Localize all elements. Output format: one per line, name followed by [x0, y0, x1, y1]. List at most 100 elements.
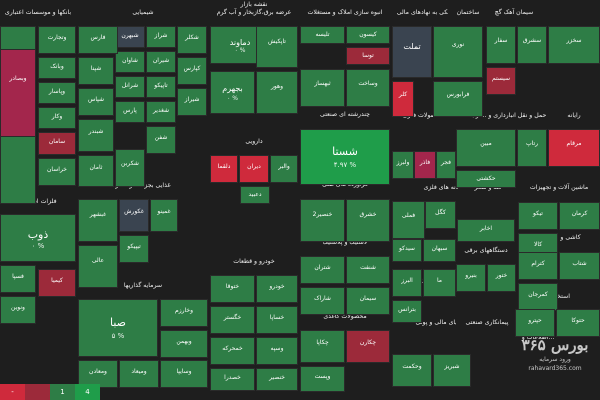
stock-tile[interactable]: کیمیا — [38, 269, 76, 297]
stock-tile[interactable]: خصدرا — [210, 368, 255, 391]
stock-tile[interactable]: ونوین — [0, 296, 36, 324]
stock-tile[interactable]: خنصیر2 — [300, 199, 345, 242]
stock-tile[interactable]: وخارزم — [160, 299, 208, 327]
stock-tile[interactable]: سیمان — [346, 287, 390, 315]
stock-tile[interactable]: سیستم — [486, 67, 516, 95]
stock-tile[interactable]: شنفت — [346, 256, 390, 284]
stock-tile[interactable]: شستا ۴.۹۷ % — [300, 129, 390, 185]
stock-tile[interactable]: فملی — [392, 201, 425, 239]
stock-tile[interactable]: کمرجان — [518, 283, 558, 311]
stock-tile[interactable]: وبانک — [38, 57, 76, 79]
stock-tile[interactable]: خودرو — [256, 275, 298, 303]
stock-tile[interactable]: کپارس — [177, 57, 207, 85]
stock-tile[interactable]: مرقام — [548, 129, 600, 167]
stock-tile[interactable]: تاپیکو — [146, 76, 176, 98]
stock-tile[interactable]: ما — [423, 269, 456, 297]
stock-tile[interactable]: سشرق — [517, 26, 547, 64]
stock-tile[interactable]: خساپا — [256, 306, 298, 334]
stock-tile[interactable]: دلقما — [210, 155, 238, 183]
stock-tile[interactable]: ولبرز — [392, 151, 414, 179]
stock-tile[interactable]: غمینو — [150, 199, 178, 232]
stock-tile[interactable]: شفن — [146, 126, 176, 154]
stock-tile[interactable]: پارس — [115, 101, 145, 123]
stock-tile[interactable]: حکشتی — [456, 170, 516, 188]
stock-tile[interactable]: البرز — [392, 269, 422, 297]
stock-tile[interactable]: شیراز — [177, 88, 207, 116]
stock-tile[interactable]: ومعادن — [78, 360, 118, 388]
stock-tile[interactable]: کترام — [518, 252, 558, 280]
stock-tile[interactable]: فجر — [436, 151, 456, 179]
stock-tile[interactable]: وحکمت — [392, 354, 432, 387]
stock-tile[interactable]: وسپه — [256, 337, 298, 365]
stock-tile[interactable]: ذوب ۰ % — [0, 214, 76, 262]
stock-tile[interactable]: فاذر — [414, 151, 436, 179]
stock-tile[interactable]: شپاس — [78, 88, 114, 116]
stock-tile[interactable]: چکارن — [346, 330, 390, 363]
stock-tile[interactable]: بجهرم ۰ % — [210, 71, 255, 114]
stock-tile[interactable]: تملت — [392, 26, 432, 78]
stock-tile[interactable]: سیدکو — [392, 239, 422, 262]
stock-tile[interactable]: شراز — [146, 26, 176, 48]
stock-tile[interactable]: سامان — [38, 132, 76, 155]
stock-tile[interactable]: صبا ۵ % — [78, 299, 158, 357]
stock-tile[interactable]: حتوکا — [556, 309, 600, 337]
stock-tile[interactable]: غکورش — [119, 199, 149, 232]
stock-tile[interactable]: شبریز — [433, 354, 471, 387]
stock-tile[interactable]: سبهان — [423, 239, 456, 262]
stock-tile[interactable]: شرانل — [115, 76, 145, 98]
stock-tile[interactable]: کگل — [425, 201, 456, 229]
stock-tile[interactable]: وپست — [300, 366, 345, 392]
stock-tile[interactable]: شپنا — [78, 57, 114, 85]
stock-tile[interactable]: وتجارت — [38, 26, 76, 54]
stock-tile[interactable]: خراسان — [38, 158, 76, 186]
stock-tile[interactable]: وهور — [256, 71, 298, 114]
stock-tile[interactable]: وکار — [38, 107, 76, 129]
stock-tile[interactable]: خگستر — [210, 306, 255, 334]
stock-tile[interactable]: شاراک — [300, 287, 345, 315]
stock-tile[interactable]: شبندر — [78, 119, 114, 152]
stock-tile[interactable]: شکلر — [177, 26, 207, 54]
stock-tile[interactable]: تاپکیش — [256, 26, 298, 68]
stock-tile[interactable]: وبصادر — [0, 49, 36, 137]
stock-tile[interactable]: وساخت — [346, 69, 390, 107]
stock-tile[interactable]: شتاب — [559, 252, 600, 280]
stock-tile[interactable]: کیسون — [346, 26, 390, 44]
stock-tile[interactable]: نوری — [433, 26, 483, 78]
stock-tile[interactable]: ختوقا — [210, 275, 255, 303]
stock-tile[interactable]: وپاسار — [38, 82, 76, 104]
stock-tile[interactable]: فرابورس — [433, 81, 483, 117]
stock-tile[interactable]: سفار — [486, 26, 516, 64]
stock-tile[interactable]: کلر — [392, 81, 414, 117]
stock-tile[interactable]: ثبهساز — [300, 69, 345, 107]
stock-tile[interactable]: شبهرن — [115, 26, 145, 48]
stock-tile[interactable]: کرمان — [559, 202, 600, 230]
stock-tile[interactable]: شاوان — [115, 51, 145, 73]
stock-tile[interactable]: شیران — [146, 51, 176, 73]
stock-tile[interactable]: حپترو — [515, 309, 555, 337]
stock-tile[interactable]: والبر — [270, 155, 298, 183]
stock-tile[interactable]: وبهمن — [160, 330, 208, 358]
stock-tile[interactable]: توسا — [346, 47, 390, 65]
stock-tile[interactable]: فارس — [78, 26, 118, 54]
stock-tile[interactable]: سخزر — [548, 26, 600, 64]
stock-tile[interactable]: شتران — [300, 256, 345, 284]
stock-tile[interactable]: خنصیر — [256, 368, 298, 391]
stock-tile[interactable]: غبشهر — [78, 199, 118, 242]
stock-tile[interactable]: شغدیر — [146, 101, 176, 123]
stock-tile[interactable]: چکاپا — [300, 330, 345, 363]
stock-tile[interactable]: ومیعاد — [119, 360, 159, 388]
stock-tile[interactable]: تیپیکو — [119, 235, 149, 263]
stock-tile[interactable]: وسایپا — [160, 360, 208, 388]
stock-tile[interactable]: خشرق — [346, 199, 390, 242]
stock-tile[interactable]: خمحرکه — [210, 337, 255, 365]
stock-tile[interactable]: تیکو — [518, 202, 558, 230]
stock-tile[interactable]: ثامان — [78, 155, 114, 187]
stock-tile[interactable]: دیران — [239, 155, 269, 183]
stock-tile[interactable]: اخابر — [457, 219, 515, 242]
stock-tile[interactable]: بترانس — [392, 300, 422, 323]
stock-tile[interactable]: ختور — [487, 264, 516, 292]
stock-tile[interactable]: تلیسه — [300, 26, 345, 44]
stock-tile[interactable]: دعبید — [240, 186, 270, 204]
stock-tile[interactable]: رتاپ — [517, 129, 547, 167]
stock-tile[interactable]: بنیرو — [456, 264, 486, 292]
